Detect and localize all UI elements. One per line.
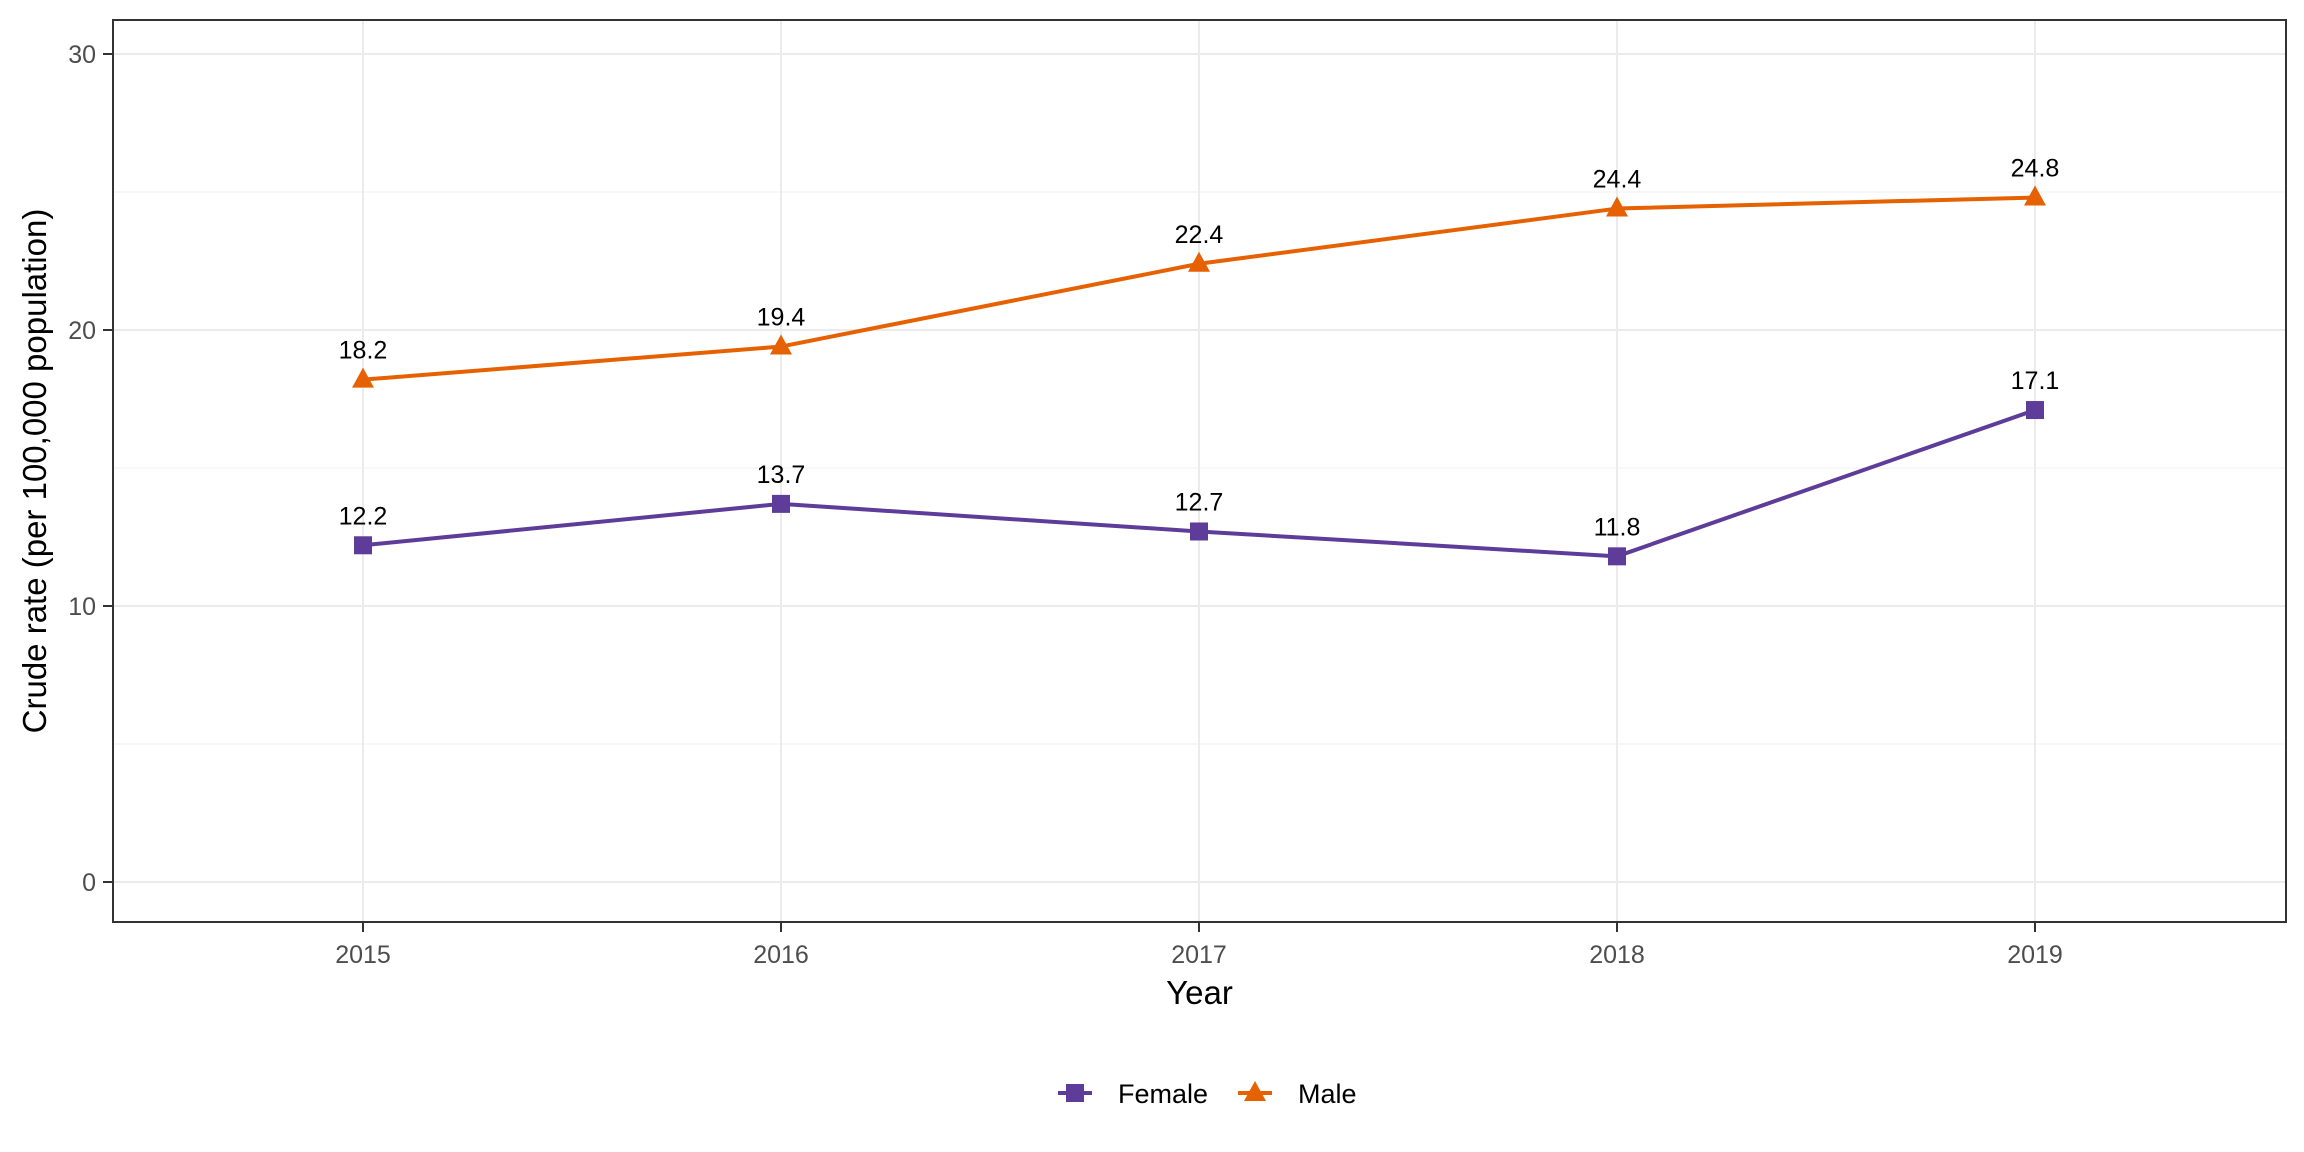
female-data-label: 12.2 (339, 502, 388, 530)
legend-label: Female (1118, 1079, 1208, 1109)
x-tick-label: 2018 (1589, 941, 1645, 969)
male-point (770, 334, 792, 355)
y-tick-label: 30 (68, 41, 96, 69)
x-axis-title: Year (1166, 974, 1233, 1011)
male-data-label: 22.4 (1175, 221, 1224, 249)
series-male (352, 185, 2046, 388)
x-tick-label: 2016 (753, 941, 809, 969)
series-layer (352, 185, 2046, 566)
x-tick-label: 2019 (2007, 941, 2063, 969)
legend: Female Male (1058, 1079, 1357, 1109)
female-point (772, 494, 790, 513)
female-data-label: 12.7 (1175, 488, 1224, 516)
male-data-label: 24.4 (1593, 166, 1642, 194)
male-point (352, 367, 374, 388)
legend-label: Male (1298, 1079, 1357, 1109)
male-point (2024, 185, 2046, 206)
x-tick-label: 2015 (335, 941, 391, 969)
data-labels: 12.2 13.7 12.7 11.8 17.1 18.2 19.4 22.4 24.4 24.8 (339, 155, 2060, 542)
x-axis: 2015 2016 2017 2018 2019 (335, 922, 2063, 969)
male-data-label: 18.2 (339, 337, 388, 365)
male-point (1188, 251, 1210, 272)
y-tick-label: 0 (82, 869, 96, 897)
grid-lines (113, 20, 2286, 922)
male-point (1606, 196, 1628, 217)
legend-key-marker (1244, 1081, 1266, 1101)
legend-key-marker (1066, 1084, 1084, 1102)
x-tick-label: 2017 (1171, 941, 1227, 969)
female-data-label: 11.8 (1594, 513, 1641, 541)
female-data-label: 13.7 (757, 461, 806, 489)
female-data-label: 17.1 (2011, 367, 2060, 395)
y-tick-label: 20 (68, 317, 96, 345)
legend-item-male: Male (1238, 1079, 1357, 1109)
y-axis: 0 10 20 30 (68, 41, 113, 897)
female-point (1608, 547, 1626, 566)
female-point (2026, 401, 2044, 420)
female-point (1190, 522, 1208, 541)
series-female (354, 401, 2044, 566)
male-data-label: 19.4 (757, 304, 806, 332)
y-axis-title: Crude rate (per 100,000 population) (16, 209, 53, 734)
male-data-label: 24.8 (2011, 155, 2060, 183)
y-tick-label: 10 (68, 593, 96, 621)
legend-item-female: Female (1058, 1079, 1208, 1109)
female-point (354, 536, 372, 555)
